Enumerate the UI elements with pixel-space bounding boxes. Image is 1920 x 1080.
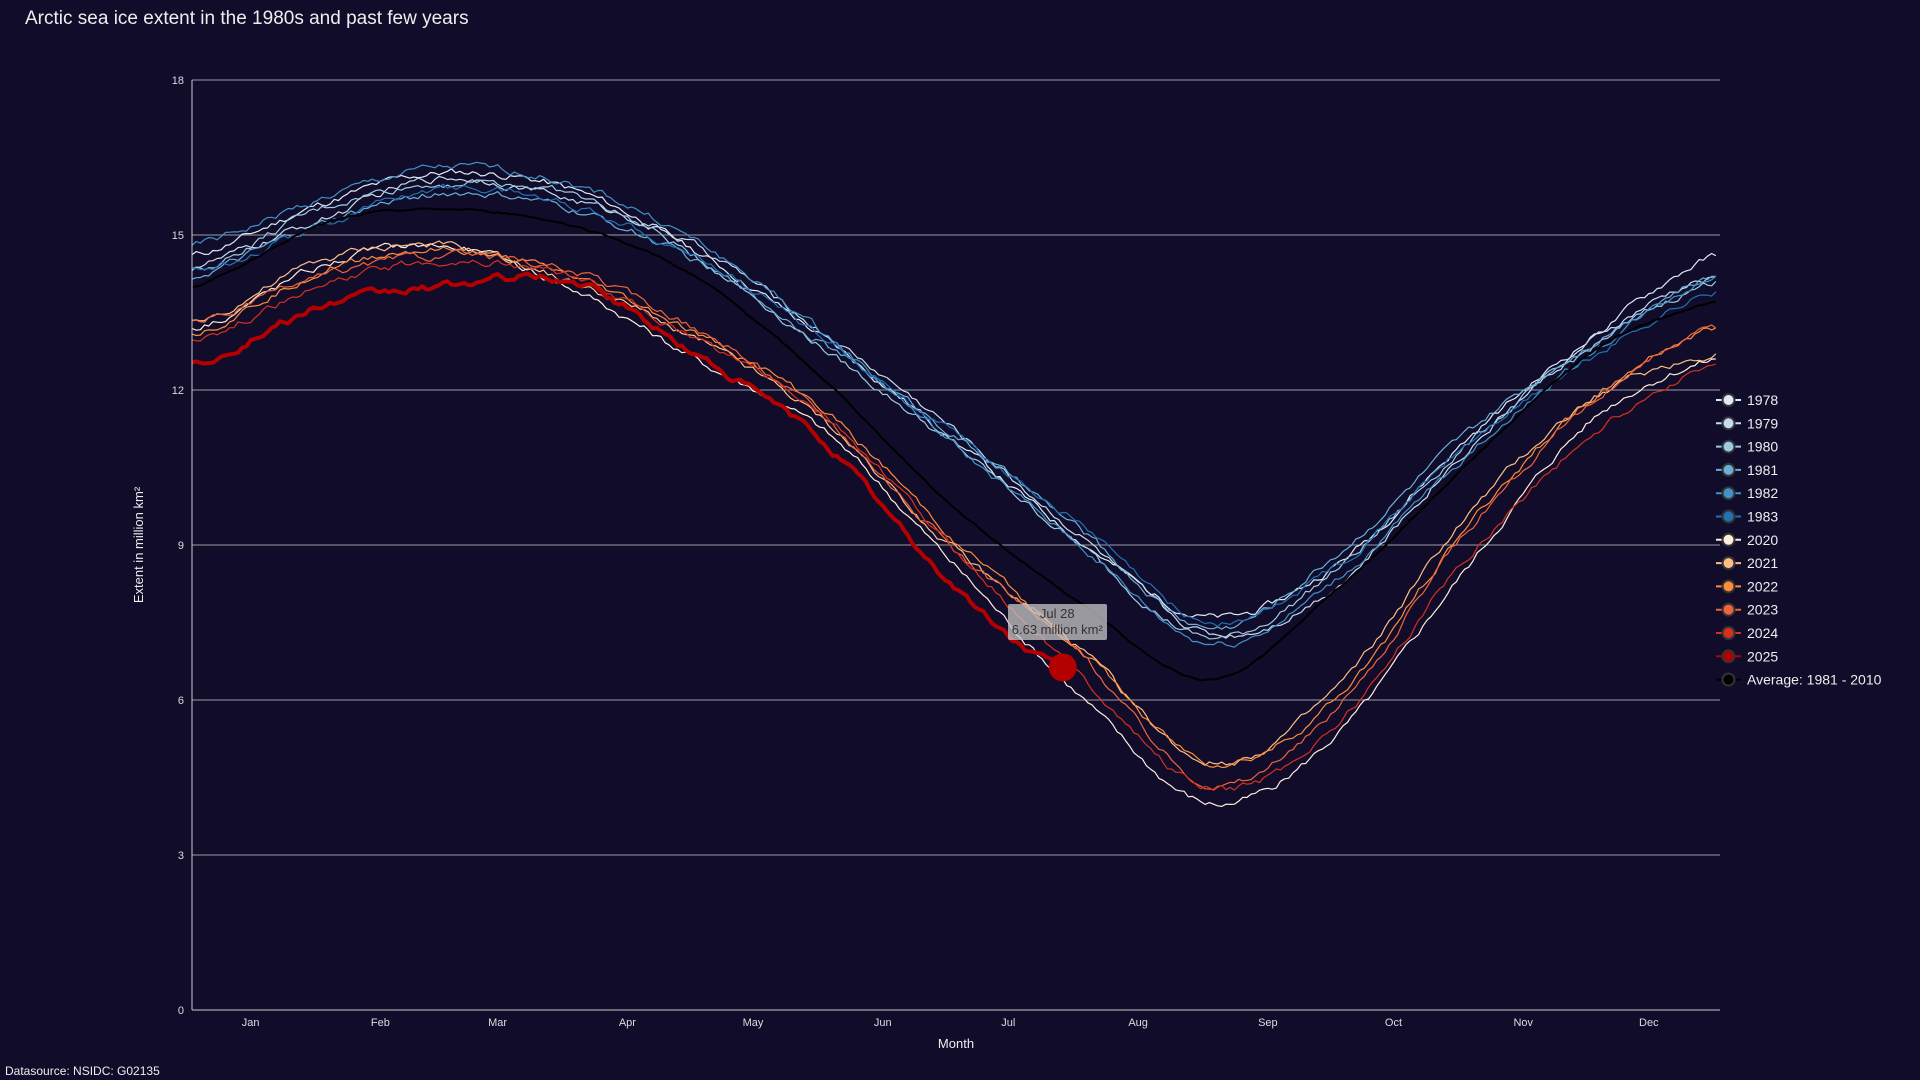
legend-marker	[1721, 602, 1736, 617]
legend-item-1982[interactable]: 1982	[1716, 485, 1778, 501]
series-line-1979	[191, 175, 1716, 639]
legend-marker	[1721, 509, 1736, 524]
x-axis-label: Month	[938, 1036, 974, 1051]
legend-label: 1978	[1747, 392, 1778, 408]
legend-label: 2021	[1747, 555, 1778, 571]
legend-label: 2020	[1747, 532, 1778, 548]
current-point-marker	[1048, 653, 1077, 682]
tooltip-date: Jul 28	[1039, 606, 1075, 622]
legend-item-1980[interactable]: 1980	[1716, 439, 1778, 455]
legend-marker	[1721, 486, 1736, 501]
legend-label: 1982	[1747, 485, 1778, 501]
legend-label: 2022	[1747, 578, 1778, 594]
y-tick-label: 6	[178, 695, 184, 707]
series-line-2021	[191, 240, 1717, 766]
legend-item-1978[interactable]: 1978	[1716, 392, 1778, 408]
legend-marker	[1721, 672, 1736, 687]
legend-item-2022[interactable]: 2022	[1716, 578, 1778, 594]
legend-label: Average: 1981 - 2010	[1747, 672, 1882, 688]
legend-marker	[1721, 626, 1736, 640]
legend-label: 2023	[1747, 602, 1778, 618]
legend-marker	[1721, 532, 1736, 547]
series-line-1978	[191, 168, 1717, 618]
series-line-2022	[191, 246, 1717, 769]
series-line-2020	[191, 242, 1716, 808]
x-tick-label: Mar	[488, 1017, 507, 1029]
x-tick-label: Feb	[371, 1017, 390, 1029]
legend-item-1981[interactable]: 1981	[1716, 462, 1778, 478]
legend-marker	[1721, 416, 1736, 431]
legend-item-2020[interactable]: 2020	[1716, 532, 1778, 548]
x-tick-label: Jun	[874, 1017, 892, 1029]
legend-item-2023[interactable]: 2023	[1716, 602, 1778, 618]
y-tick-label: 3	[178, 850, 184, 862]
legend-item-2021[interactable]: 2021	[1716, 555, 1778, 571]
legend-item-average-1981-2010[interactable]: Average: 1981 - 2010	[1716, 672, 1882, 688]
x-tick-label: Aug	[1128, 1017, 1148, 1029]
series-line-1983	[192, 183, 1717, 628]
legend-label: 1983	[1747, 509, 1778, 525]
x-tick-label: Oct	[1385, 1017, 1402, 1029]
series-line-1982	[191, 161, 1717, 648]
legend-marker	[1721, 462, 1736, 477]
legend-label: 2024	[1747, 625, 1778, 641]
legend-label: 2025	[1747, 648, 1778, 664]
legend-marker	[1721, 649, 1736, 664]
legend-item-2025[interactable]: 2025	[1716, 648, 1778, 664]
series-line-1980	[191, 179, 1717, 640]
legend-item-1979[interactable]: 1979	[1716, 415, 1778, 431]
series-line-2023	[191, 248, 1717, 791]
tooltip: Jul 28 6.63 million km²	[1007, 604, 1107, 641]
x-tick-label: Jan	[242, 1017, 260, 1029]
legend-marker	[1721, 393, 1736, 407]
y-tick-label: 12	[172, 385, 184, 397]
legend-item-2024[interactable]: 2024	[1716, 625, 1778, 641]
datasource-note: Datasource: NSIDC: G02135	[5, 1064, 160, 1078]
series-line-2025	[191, 271, 1064, 670]
x-tick-label: Sep	[1258, 1017, 1278, 1029]
y-tick-label: 0	[178, 1005, 184, 1017]
y-tick-label: 18	[172, 75, 184, 87]
series-line-average-1981-2010	[191, 207, 1716, 682]
legend-label: 1979	[1747, 415, 1778, 431]
x-tick-label: Dec	[1639, 1017, 1659, 1029]
x-tick-label: May	[743, 1017, 764, 1029]
x-tick-label: Apr	[619, 1017, 636, 1029]
legend-marker	[1721, 439, 1736, 454]
legend-label: 1980	[1747, 439, 1778, 455]
legend-label: 1981	[1747, 462, 1778, 478]
tooltip-value: 6.63 million km²	[1011, 622, 1103, 638]
legend-item-1983[interactable]: 1983	[1716, 509, 1778, 525]
legend-marker	[1721, 579, 1736, 594]
y-tick-label: 15	[172, 230, 184, 242]
series-line-2024	[191, 259, 1716, 792]
y-tick-label: 9	[178, 540, 184, 552]
legend-marker	[1721, 556, 1736, 571]
y-axis-label: Extent in million km²	[131, 486, 146, 603]
series-line-1981	[191, 191, 1716, 630]
x-tick-label: Jul	[1001, 1017, 1015, 1029]
x-tick-label: Nov	[1513, 1017, 1533, 1029]
chart-title: Arctic sea ice extent in the 1980s and p…	[25, 8, 469, 29]
